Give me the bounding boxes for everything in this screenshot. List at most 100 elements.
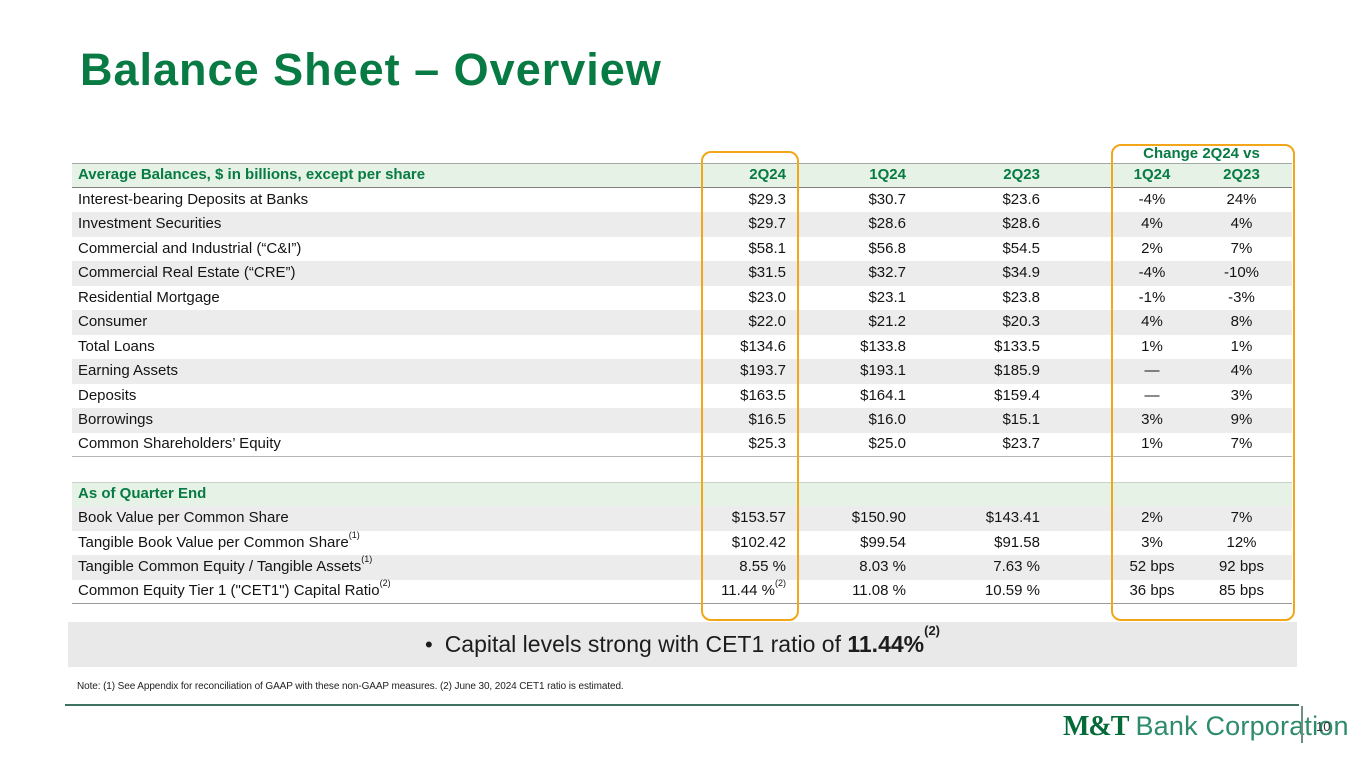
cell-1q24: $56.8 [868,239,906,257]
column-header-2q23: 2Q23 [1003,166,1040,184]
footer-rule [65,704,1299,706]
cell-change-2q23: 9% [1230,411,1253,429]
row-label: Tangible Book Value per Common Share(1) [78,529,360,551]
mt-bank-logo: M&T Bank Corporation [1063,711,1349,743]
cell-2q24: $153.57 [731,509,786,527]
cell-2q23: 7.63 % [993,558,1040,576]
cell-2q24: $29.7 [748,215,786,233]
cell-change-1q24: -1% [1138,288,1166,306]
cell-change-1q24: 4% [1141,215,1163,233]
cell-change-2q23: -10% [1223,264,1260,282]
cell-2q23: $20.3 [1002,313,1040,331]
row-label: Deposits [78,386,137,404]
cell-change-1q24: 52 bps [1129,558,1175,576]
callout-banner: • Capital levels strong with CET1 ratio … [68,622,1297,667]
cell-change-2q23: 4% [1230,215,1253,233]
cell-1q24: $164.1 [860,386,906,404]
table-row: Interest-bearing Deposits at Banks $29.3 $… [72,188,1292,213]
cell-2q24: $31.5 [748,264,786,282]
cell-2q23: $143.41 [985,509,1040,527]
row-label: Consumer [78,313,148,331]
cell-1q24: $133.8 [860,337,906,355]
cell-2q23: $185.9 [994,362,1040,380]
table-row: Commercial and Industrial (“C&I”) $58.1 $5… [72,237,1292,262]
page-title: Balance Sheet – Overview [80,44,662,95]
cell-change-2q23: 7% [1230,509,1253,527]
cell-change-2q23: 3% [1230,386,1253,404]
cell-2q23: $23.7 [1002,435,1040,453]
balance-table: Average Balances, $ in billions, except … [72,163,1292,604]
cell-1q24: $193.1 [860,362,906,380]
change-column-header-1q24: 1Q24 [1133,166,1171,184]
row-label: Common Shareholders’ Equity [78,435,281,453]
cell-change-1q24: 1% [1141,337,1163,355]
cell-change-1q24: 2% [1141,239,1163,257]
cell-change-2q23: 92 bps [1218,558,1265,576]
cell-2q24: $29.3 [748,190,786,208]
cell-change-2q23: 8% [1230,313,1253,331]
cell-change-1q24: — [1144,386,1160,404]
cell-1q24: 11.08 % [852,582,906,600]
cell-change-1q24: -4% [1138,190,1166,208]
cell-change-2q23: -3% [1228,288,1255,306]
cell-2q24: $16.5 [748,411,786,429]
row-label: Common Equity Tier 1 ("CET1") Capital Ra… [78,578,391,600]
cell-change-2q23: 7% [1230,435,1253,453]
cell-2q24: $102.42 [731,533,786,551]
table-header-label: Average Balances, $ in billions, except … [78,166,426,184]
cell-change-2q23: 85 bps [1218,582,1265,600]
cell-2q23: $54.5 [1002,239,1040,257]
cell-change-1q24: -4% [1138,264,1166,282]
table-row: Commercial Real Estate (“CRE”) $31.5 $32.7… [72,261,1292,286]
cell-2q24: $58.1 [748,239,786,257]
page-number: 10 [1316,719,1331,734]
cell-change-2q23: 4% [1230,362,1253,380]
table-row: Deposits $163.5 $164.1 $159.4 — 3% [72,384,1292,409]
cell-2q23: $34.9 [1002,264,1040,282]
callout-text: Capital levels strong with CET1 ratio of… [444,623,940,657]
cell-2q24: $134.6 [740,337,786,355]
cell-1q24: $23.1 [868,288,906,306]
cell-change-1q24: — [1144,362,1160,380]
row-label: Total Loans [78,337,155,355]
cell-2q23: 10.59 % [984,582,1040,600]
section-header-label: As of Quarter End [78,485,207,503]
table-row: Total Loans $134.6 $133.8 $133.5 1% 1% [72,335,1292,360]
cell-2q23: $133.5 [994,337,1040,355]
row-label: Earning Assets [78,362,179,380]
cell-1q24: $16.0 [868,411,906,429]
row-label: Interest-bearing Deposits at Banks [78,190,309,208]
cell-2q23: $23.8 [1002,288,1040,306]
row-label: Commercial Real Estate (“CRE”) [78,264,296,282]
logo-mt: M&T [1063,711,1129,742]
quarter-end-rows: Book Value per Common Share $153.57 $150.9… [72,506,1292,604]
row-label: Borrowings [78,411,154,429]
cell-1q24: $28.6 [868,215,906,233]
change-columns-title: Change 2Q24 vs [1143,145,1260,162]
blank-row [72,457,1292,482]
row-label: Residential Mortgage [78,288,220,306]
row-label: Tangible Common Equity / Tangible Assets… [78,554,373,576]
cell-change-2q23: 12% [1226,533,1257,551]
table-row: Tangible Book Value per Common Share(1) $… [72,529,1292,556]
cell-2q23: $91.58 [994,533,1040,551]
table-row: Book Value per Common Share $153.57 $150.9… [72,506,1292,531]
cell-2q24: $22.0 [748,313,786,331]
cell-change-1q24: 3% [1141,533,1163,551]
section-header-as-of-quarter-end: As of Quarter End [72,481,1292,506]
cell-1q24: $99.54 [860,533,906,551]
table-row: Investment Securities $29.7 $28.6 $28.6 4% 4% [72,212,1292,237]
column-header-1q24: 1Q24 [869,166,906,184]
cell-change-1q24: 1% [1141,435,1163,453]
cell-1q24: $32.7 [868,264,906,282]
cell-2q24: $163.5 [740,386,786,404]
cell-2q24: 11.44 %(2) [721,578,786,600]
cell-1q24: $150.90 [851,509,906,527]
cell-change-2q23: 7% [1230,239,1253,257]
cell-1q24: $25.0 [868,435,906,453]
cell-change-1q24: 2% [1141,509,1163,527]
table-row: Common Equity Tier 1 ("CET1") Capital Ra… [72,578,1292,604]
table-header-row: Average Balances, $ in billions, except … [72,163,1292,188]
table-row: Earning Assets $193.7 $193.1 $185.9 — 4% [72,359,1292,384]
